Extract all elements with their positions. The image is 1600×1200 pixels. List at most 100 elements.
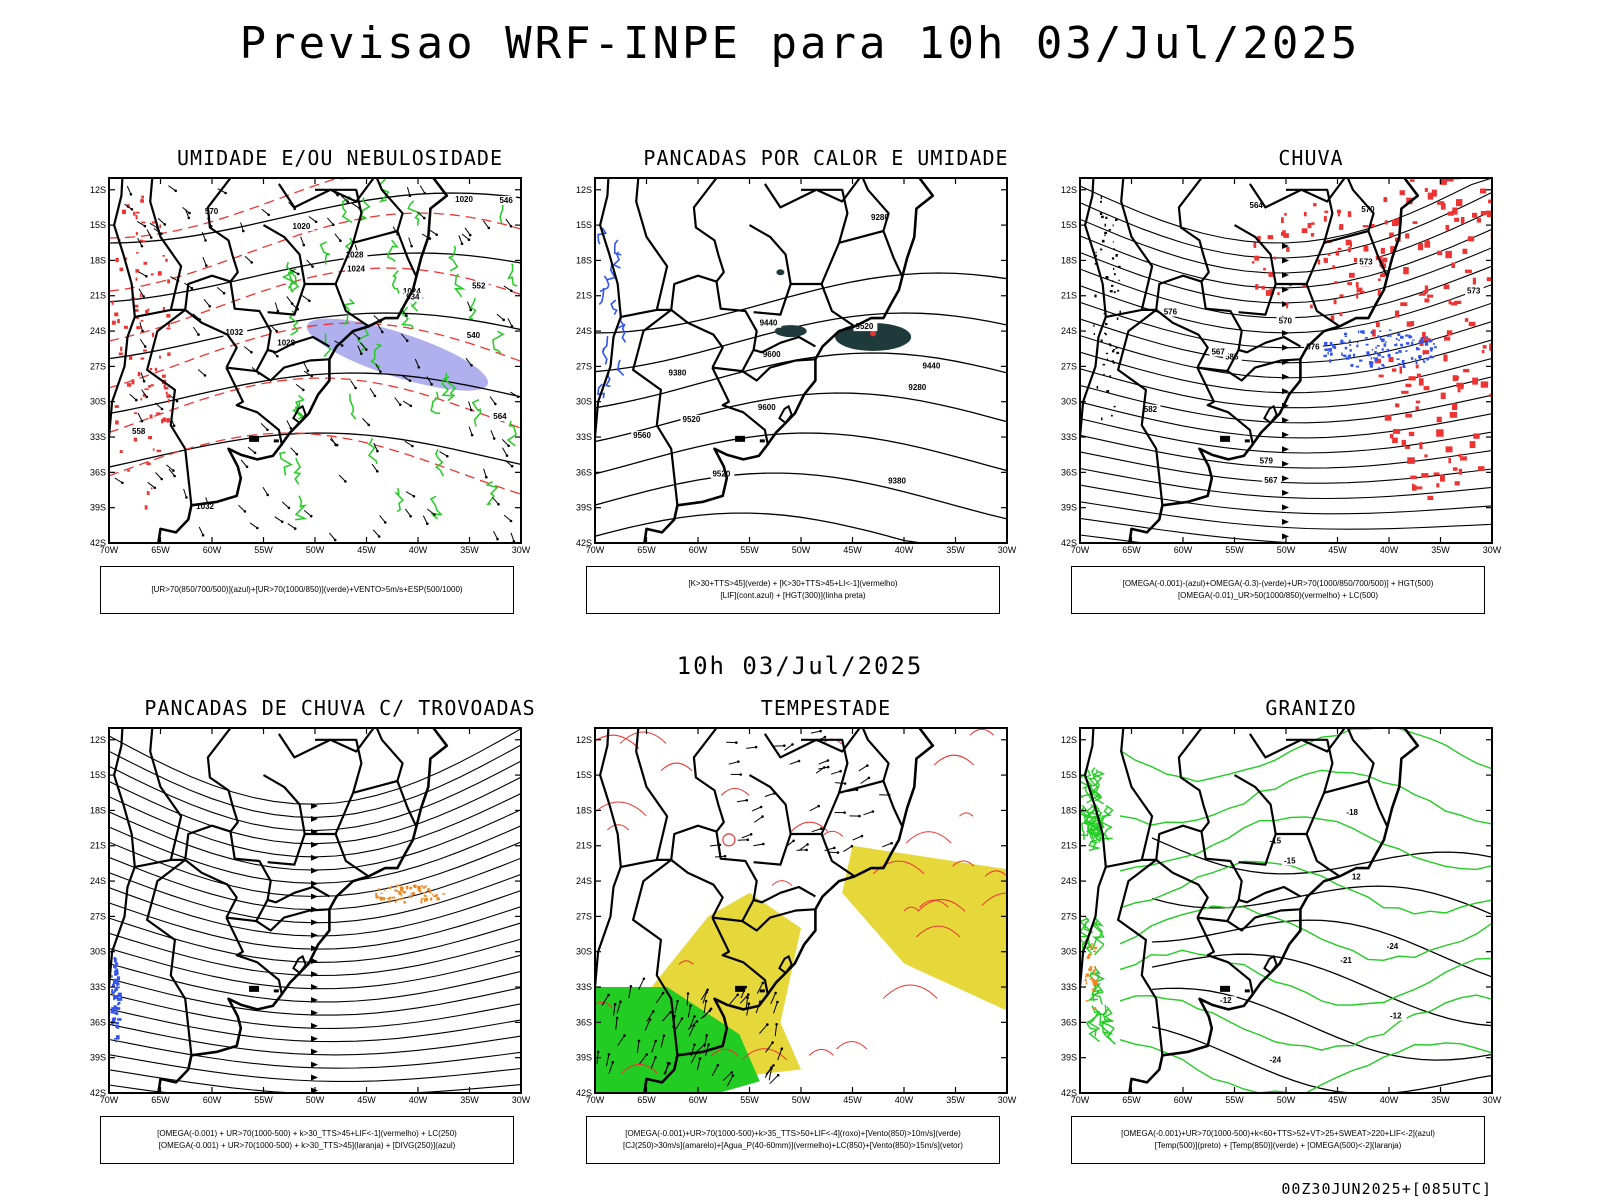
streamline-250-arrowhead — [311, 1009, 318, 1016]
lat-tick-label: 27S — [576, 361, 592, 371]
wind-vector — [773, 1001, 778, 1014]
humidity-1000-850-contour — [471, 399, 482, 427]
omega-ur-red-area — [1424, 454, 1428, 458]
wind-vector-head — [333, 538, 337, 542]
wind-vector — [201, 231, 206, 241]
lat-tick-label: 39S — [576, 503, 592, 513]
omega-ur-red-area — [1478, 466, 1485, 471]
omega-blue-area — [1357, 344, 1359, 347]
omega-ur-red-area — [1440, 474, 1445, 482]
wind-vector-head — [160, 407, 164, 411]
wind-vector — [290, 447, 298, 455]
contour-label: 9520 — [712, 469, 730, 478]
omega-ur-red-area — [1339, 312, 1343, 317]
border-line — [184, 274, 238, 369]
omega-ur-red-area — [1480, 381, 1489, 388]
k-tts-orange-area — [413, 884, 417, 889]
omega-ur-red-area — [1383, 197, 1388, 203]
hgt300-contour — [595, 272, 1007, 334]
red-humidity-speck — [162, 374, 166, 378]
contour-label-bg — [1247, 201, 1267, 211]
red-humidity-speck — [146, 491, 150, 496]
omega-ur-red-area — [1460, 217, 1465, 224]
contour-label: -15 — [1284, 856, 1296, 865]
dense-contours — [1105, 352, 1108, 355]
omega-blue-area — [1398, 350, 1402, 353]
lat-tick-label: 15S — [90, 220, 106, 230]
wind-vector-head — [141, 329, 144, 333]
red-humidity-speck — [166, 418, 170, 423]
streamline-250-arrowhead — [311, 854, 318, 861]
hgt500-line — [1080, 401, 1492, 439]
contour-label-bg — [869, 213, 893, 223]
contour-label: 573 — [1467, 286, 1481, 295]
contour-label-bg — [1359, 204, 1378, 214]
lat-tick-label: 21S — [90, 291, 106, 301]
contour-label: -12 — [1390, 1011, 1402, 1020]
wind-vector — [503, 514, 512, 522]
omega-blue-area — [1383, 365, 1385, 368]
border-line — [255, 908, 330, 932]
wind-vector-head — [709, 1007, 713, 1011]
lif-contour — [617, 359, 625, 377]
wind-vector — [777, 1048, 783, 1061]
omega500-orange-area — [1091, 942, 1093, 945]
hgt500-line-arrowhead — [1282, 489, 1289, 496]
lon-tick-label: 65W — [1122, 1095, 1141, 1105]
omega-ur-red-area — [1378, 374, 1384, 378]
contour-label: 9440 — [760, 319, 778, 328]
omega-ur-red-area — [1416, 373, 1421, 378]
wind-vector — [240, 222, 244, 232]
hgt500-line — [1080, 210, 1492, 274]
wind-vector — [340, 195, 349, 203]
wind-vector-head — [596, 1050, 600, 1054]
omega-ur-red-area — [1505, 235, 1508, 239]
border-line — [225, 367, 284, 446]
map-svg: -12-12-15-15-18-21-24-241212S15S18S21S24… — [1061, 727, 1502, 1105]
contour-label-bg — [1387, 1011, 1407, 1021]
omega-ur-red-area — [1467, 236, 1475, 242]
red-humidity-speck — [145, 309, 149, 314]
lon-tick-label: 50W — [792, 1095, 811, 1105]
omega-ur-red-area — [1464, 318, 1469, 322]
wind-vector-head — [423, 216, 426, 220]
contour-label: 1032 — [196, 502, 214, 511]
temp850-dense-contour — [1090, 918, 1104, 951]
wind-vector-head — [494, 402, 497, 406]
divg-blue-area — [116, 976, 121, 981]
wind-vector — [810, 730, 821, 734]
wind-vector-head — [858, 814, 861, 818]
lat-tick-label: 33S — [90, 432, 106, 442]
omega-blue-area — [1327, 352, 1329, 355]
red-humidity-speck — [134, 304, 139, 308]
wind-vector-head — [409, 404, 413, 408]
omega-blue-area — [1418, 340, 1423, 344]
contour-label: 546 — [499, 196, 513, 205]
omega-ur-red-area — [1327, 253, 1331, 256]
hgt500-line-arrowhead — [1282, 533, 1289, 540]
wind-vector-head — [762, 842, 765, 846]
wind-vector-head — [771, 1041, 774, 1044]
wind-vector — [660, 1035, 665, 1048]
lc850-streamline — [917, 899, 966, 912]
border-line — [1286, 188, 1334, 285]
lc850-streamline — [619, 731, 667, 744]
red-humidity-speck — [167, 323, 170, 327]
omega-ur-red-area — [1427, 495, 1434, 500]
wind-vector-head — [412, 494, 416, 498]
contour-label-bg — [470, 281, 489, 291]
wind-vector-head — [652, 1010, 655, 1013]
k-tts-orange-area — [394, 888, 396, 892]
wind-vector-head — [510, 464, 514, 468]
wind-vector — [379, 515, 386, 523]
border-line — [741, 358, 816, 382]
wind-vector-head — [776, 1000, 779, 1004]
omega-ur-red-area — [1307, 223, 1312, 229]
red-humidity-speck — [151, 221, 155, 224]
contour-label: 9520 — [856, 322, 874, 331]
omega-ur-red-area — [1486, 277, 1492, 282]
streamline-250-arrowhead — [311, 880, 318, 887]
map-svg: 58558257957657357056756456757057357612S1… — [1061, 177, 1508, 555]
wind-vector-head — [289, 427, 293, 430]
